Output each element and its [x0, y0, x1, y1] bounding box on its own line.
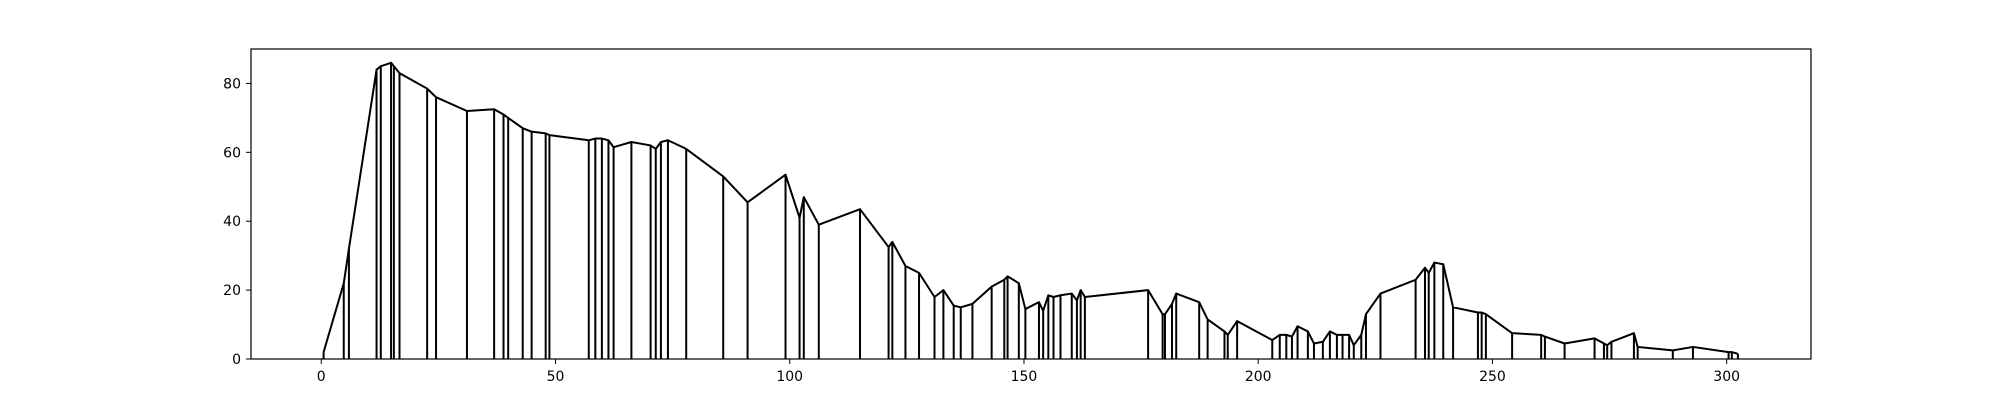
y-tick-label-40: 40 [223, 214, 241, 230]
y-tick-label-20: 20 [223, 283, 241, 299]
y-tick-label-0: 0 [232, 352, 241, 368]
x-tick-label-0: 0 [317, 369, 326, 385]
x-tick-label-150: 150 [1011, 369, 1038, 385]
x-tick-label-250: 250 [1479, 369, 1506, 385]
y-tick-label-80: 80 [223, 76, 241, 92]
y-tick-label-60: 60 [223, 145, 241, 161]
x-tick-label-50: 50 [547, 369, 565, 385]
plot-area [322, 61, 1739, 359]
plot-frame [250, 48, 1812, 360]
series-line-0 [322, 61, 1739, 355]
axes: 0 50 100 150 200 250 300 0 20 40 60 80 [223, 48, 1812, 385]
x-tick-label-200: 200 [1245, 369, 1272, 385]
x-tick-label-300: 300 [1713, 369, 1740, 385]
x-tick-label-100: 100 [776, 369, 803, 385]
